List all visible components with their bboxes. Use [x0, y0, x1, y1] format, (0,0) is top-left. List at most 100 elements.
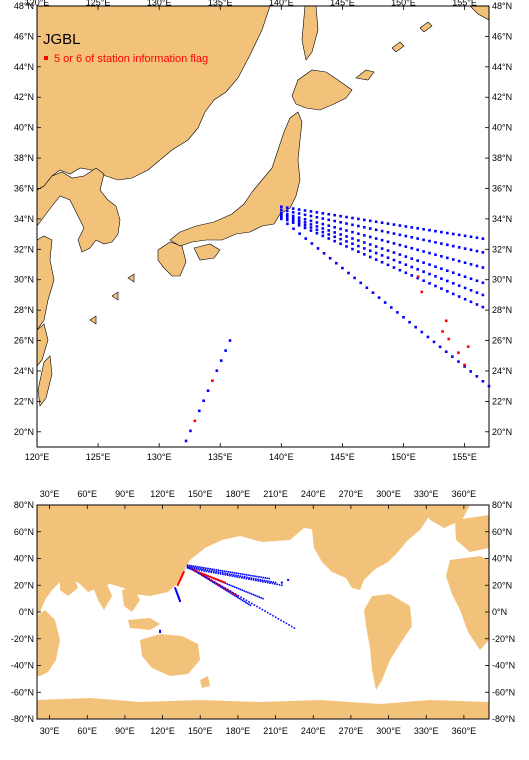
station-marker: [475, 303, 479, 306]
lon-label-top: 125°E: [86, 0, 111, 8]
flagged-station-marker: [447, 337, 450, 341]
station-marker: [309, 226, 313, 229]
lat-label-right: 48°N: [492, 1, 512, 11]
station-marker: [242, 598, 245, 600]
station-marker: [396, 311, 399, 314]
station-marker: [264, 577, 266, 579]
lat-label-left: -40°N: [11, 661, 34, 671]
station-marker: [404, 255, 408, 258]
lon-label-bottom: 60°E: [77, 726, 97, 736]
station-marker: [233, 575, 236, 578]
station-marker: [273, 583, 276, 585]
station-marker: [263, 579, 266, 582]
station-marker: [469, 248, 473, 252]
lat-label-right: 20°N: [492, 427, 512, 437]
station-marker: [248, 578, 250, 580]
lon-label-top: 145°E: [330, 0, 355, 8]
station-marker: [457, 233, 461, 237]
station-marker: [215, 570, 218, 573]
station-marker: [327, 224, 331, 227]
station-marker: [380, 221, 384, 224]
station-marker: [392, 266, 396, 269]
lat-label-left: 34°N: [14, 214, 34, 224]
station-marker: [368, 255, 372, 259]
station-marker: [226, 574, 229, 577]
lat-label-left: 44°N: [14, 62, 34, 72]
station-marker: [285, 218, 289, 222]
station-marker: [258, 607, 261, 609]
station-marker: [440, 230, 443, 234]
station-marker: [297, 212, 301, 215]
station-marker: [233, 593, 236, 595]
station-marker: [208, 569, 211, 572]
station-marker: [351, 242, 354, 246]
station-marker: [339, 220, 342, 224]
station-marker: [404, 271, 408, 275]
station-marker: [241, 589, 244, 591]
lon-label-bottom: 210°E: [263, 726, 288, 736]
station-marker: [392, 242, 396, 245]
station-marker: [243, 600, 245, 603]
station-marker: [440, 277, 443, 280]
station-marker: [481, 379, 485, 383]
station-marker: [368, 243, 372, 246]
station-marker: [232, 585, 234, 588]
station-marker: [209, 578, 212, 581]
station-marker: [211, 379, 214, 382]
station-marker: [229, 590, 232, 592]
station-marker: [285, 216, 289, 220]
station-marker: [280, 211, 283, 215]
station-marker: [446, 256, 449, 260]
station-marker: [434, 284, 437, 288]
lat-label-left: 46°N: [14, 31, 34, 41]
station-marker: [434, 275, 437, 278]
station-marker: [374, 258, 378, 261]
lat-label-left: 40°N: [14, 123, 34, 133]
station-marker: [446, 279, 449, 283]
station-marker: [422, 279, 425, 283]
station-marker: [254, 575, 256, 578]
station-marker: [206, 569, 209, 571]
lat-label-left: 26°N: [14, 336, 34, 346]
station-marker: [195, 565, 197, 568]
station-marker: [303, 209, 307, 212]
station-marker: [434, 253, 437, 256]
station-marker: [214, 581, 217, 584]
station-marker: [208, 570, 210, 573]
station-marker: [239, 573, 242, 575]
station-marker: [315, 221, 319, 224]
station-marker: [374, 228, 378, 232]
station-marker: [339, 233, 342, 236]
station-marker: [224, 349, 227, 352]
station-marker: [398, 233, 402, 237]
station-marker: [303, 217, 307, 221]
flagged-station-marker: [466, 345, 470, 348]
station-marker: [457, 273, 461, 277]
station-marker: [315, 215, 319, 219]
station-marker: [246, 602, 249, 605]
lon-label-bottom: 30°E: [40, 726, 60, 736]
lat-label-left: 40°N: [14, 554, 34, 564]
lat-label-right: 0°N: [492, 607, 507, 617]
station-marker: [297, 221, 301, 225]
station-marker: [211, 568, 213, 570]
station-marker: [219, 569, 222, 572]
lon-label-top: 90°E: [115, 489, 135, 499]
station-marker: [196, 568, 198, 571]
station-marker: [225, 588, 227, 590]
station-marker: [321, 212, 325, 215]
station-marker: [266, 611, 269, 614]
station-marker: [249, 592, 251, 595]
station-marker: [225, 570, 228, 573]
station-marker: [205, 570, 208, 573]
lat-label-right: 44°N: [492, 62, 512, 72]
station-marker: [221, 570, 224, 572]
station-marker: [434, 229, 437, 233]
station-marker: [463, 275, 467, 279]
station-marker: [200, 569, 203, 572]
station-marker: [218, 585, 220, 587]
station-marker: [200, 568, 202, 570]
station-marker: [310, 242, 314, 245]
station-marker: [264, 610, 266, 612]
station-marker: [288, 624, 290, 626]
